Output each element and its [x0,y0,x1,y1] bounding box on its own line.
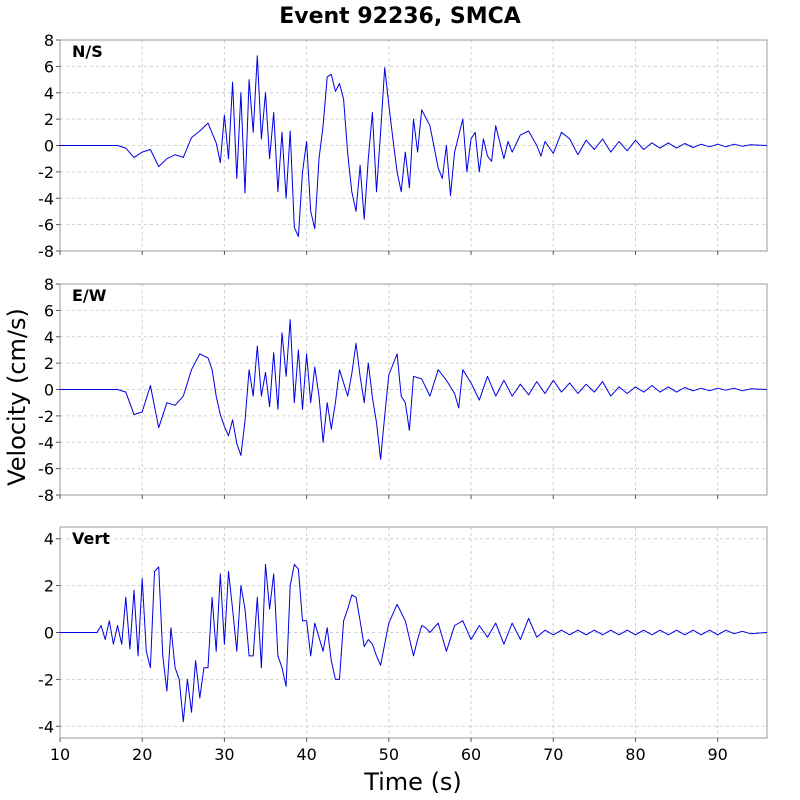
y-tick-label: 6 [44,57,54,76]
y-tick-label: 4 [44,84,54,103]
x-tick-label: 20 [132,745,152,764]
y-tick-label: 6 [44,301,54,320]
y-tick-label: 2 [44,354,54,373]
y-tick-label: -4 [38,717,54,736]
y-tick-label: -4 [38,189,54,208]
x-tick-label: 40 [296,745,316,764]
y-tick-label: 4 [44,530,54,549]
x-tick-label: 80 [625,745,645,764]
y-tick-label: 2 [44,110,54,129]
y-tick-label: -2 [38,670,54,689]
panel-e-w: -8 -6 -4 -2 0 2 4 6 8 E/W [38,275,768,505]
y-tick-label: 8 [44,275,54,294]
y-tick-label: -8 [38,242,54,261]
y-axis-label: Velocity (cm/s) [3,308,31,486]
x-tick-label: 90 [707,745,727,764]
y-tick-label: -6 [38,216,54,235]
y-tick-label: 0 [44,381,54,400]
panel-label-e-w: E/W [72,286,107,305]
x-tick-label: 70 [543,745,563,764]
x-tick-label: 50 [379,745,399,764]
x-axis-label: Time (s) [363,768,462,796]
panel-n-s: -8 -6 -4 -2 0 2 4 6 8 N/S [38,31,768,261]
y-tick-label: 4 [44,328,54,347]
y-tick-label: 2 [44,577,54,596]
x-tick-label: 60 [461,745,481,764]
y-tick-label: -6 [38,460,54,479]
x-tick-label: 10 [50,745,70,764]
y-tick-label: -2 [38,407,54,426]
chart-title: Event 92236, SMCA [279,4,521,29]
y-tick-label: -2 [38,163,54,182]
y-tick-label: 8 [44,31,54,50]
panel-label-n-s: N/S [72,42,103,61]
y-tick-label: 0 [44,137,54,156]
series-line-vert [60,564,768,723]
series-line-n-s [60,55,768,237]
panel-label-vert: Vert [72,529,110,548]
y-tick-label: -4 [38,433,54,452]
panels-group: -8 -6 -4 -2 0 2 4 6 8 N/S -8 -6 -4 -2 0 2 4 6 8 E/W -4 -2 0 2 4 1… [38,31,768,764]
panel-vert: -4 -2 0 2 4 10 20 30 40 50 60 70 80 90 Vert [38,526,768,764]
y-tick-label: 0 [44,624,54,643]
y-tick-label: -8 [38,486,54,505]
series-line-e-w [60,319,768,460]
x-tick-label: 30 [214,745,234,764]
